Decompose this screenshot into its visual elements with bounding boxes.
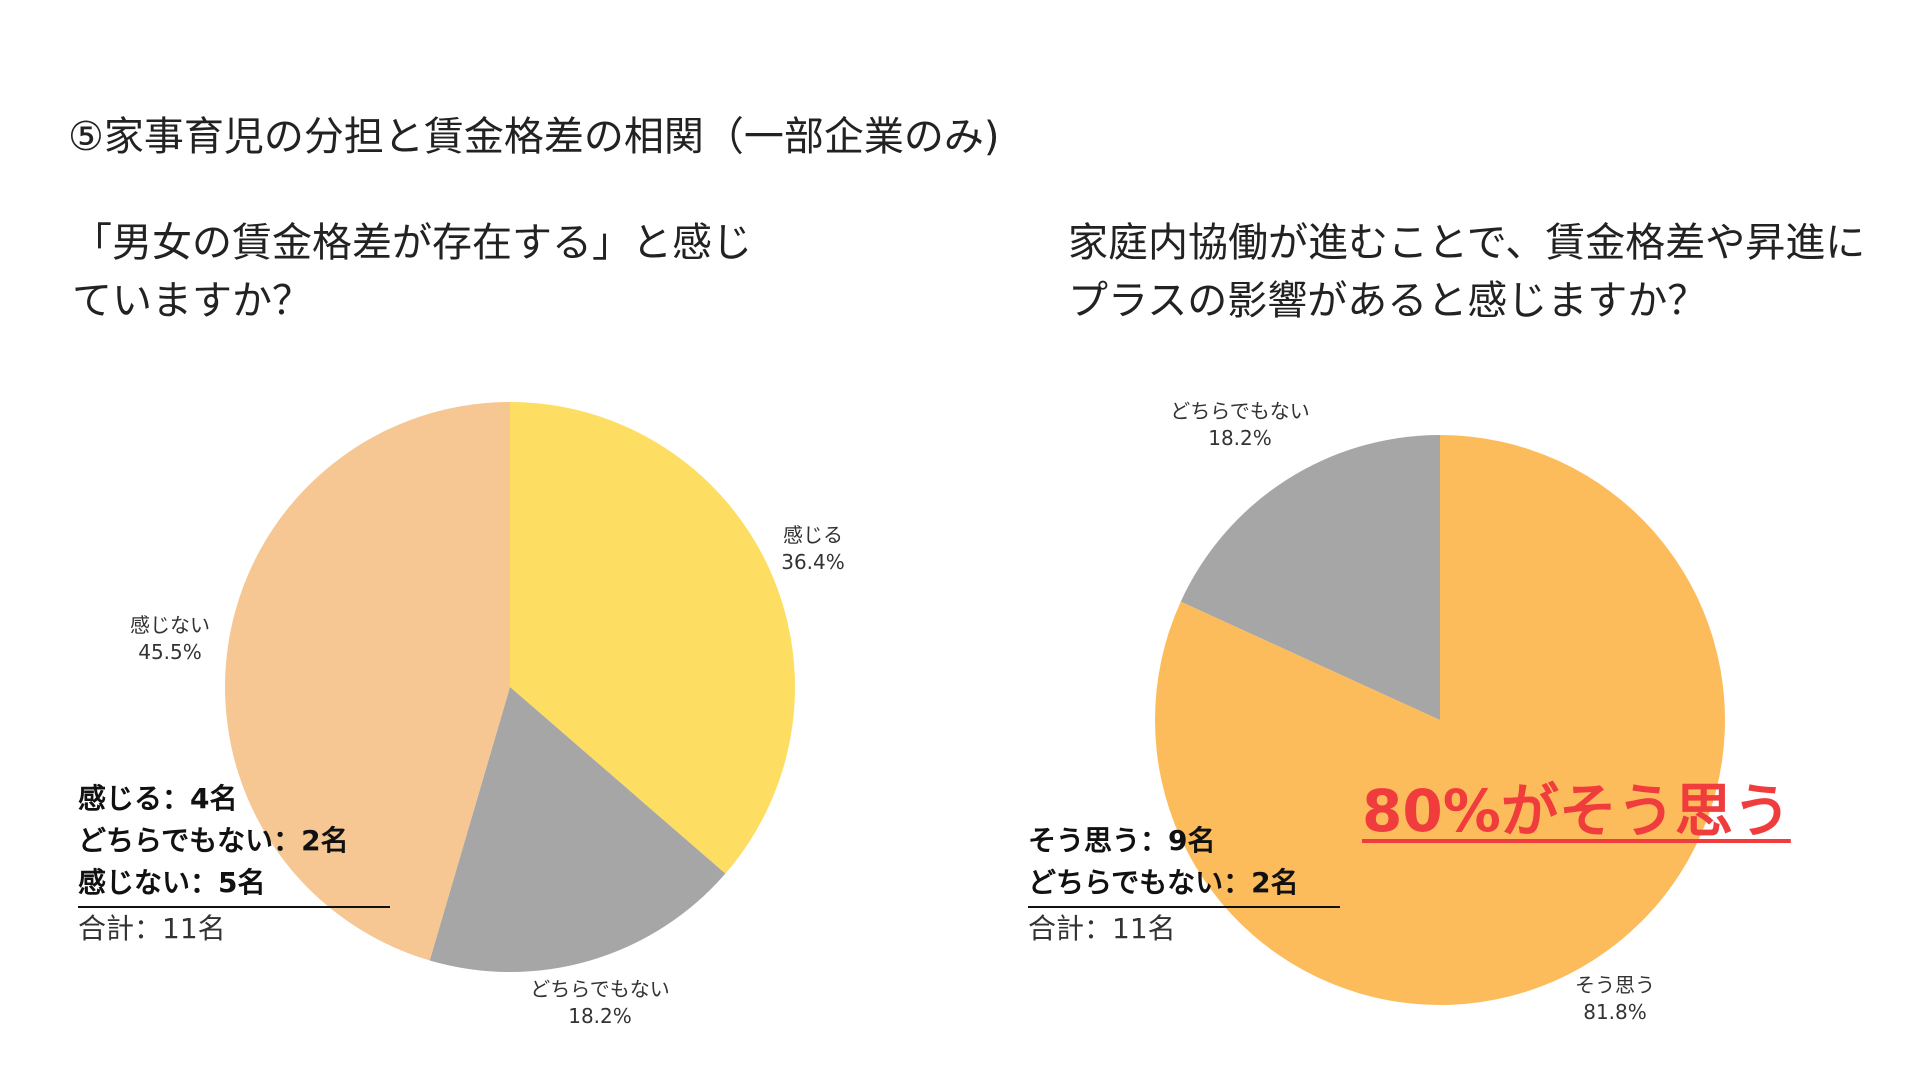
- left-slice-name-dochira: どちらでもない: [530, 977, 670, 1001]
- left-slice-name-kanjinai: 感じない: [130, 613, 210, 637]
- left-summary-line-2: どちらでもない：2名: [78, 824, 349, 857]
- left-pie-slice-0: [510, 402, 795, 874]
- right-slice-label-dochira: どちらでもない 18.2%: [1150, 398, 1330, 452]
- right-slice-label-sou: そう思う 81.8%: [1560, 972, 1670, 1026]
- left-question: 「男女の賃金格差が存在する」と感じていますか？: [72, 220, 752, 324]
- left-slice-pct-dochira: 18.2%: [568, 1004, 632, 1028]
- left-slice-label-dochira: どちらでもない 18.2%: [510, 976, 690, 1030]
- left-summary-total: 合計：11名: [78, 912, 226, 945]
- left-summary: 感じる：4名 どちらでもない：2名 感じない：5名 合計：11名: [78, 778, 390, 950]
- left-summary-line-1: 感じる：4名: [78, 782, 238, 815]
- right-slice-pct-dochira: 18.2%: [1208, 426, 1272, 450]
- right-pie-slice-0: [1154, 435, 1725, 1005]
- left-slice-name-kanjiru: 感じる: [783, 523, 843, 547]
- right-summary: そう思う：9名 どちらでもない：2名 合計：11名: [1028, 820, 1340, 950]
- right-summary-line-1: そう思う：9名: [1028, 824, 1216, 857]
- right-slice-name-dochira: どちらでもない: [1170, 399, 1310, 423]
- right-summary-total: 合計：11名: [1028, 912, 1176, 945]
- right-slice-name-sou: そう思う: [1575, 973, 1655, 997]
- left-pie-slice-2: [224, 402, 510, 961]
- left-slice-label-kanjiru: 感じる 36.4%: [758, 522, 868, 576]
- right-pie-slice-1: [1180, 435, 1440, 720]
- left-summary-line-3: 感じない：5名: [78, 866, 266, 899]
- right-question: 家庭内協働が進むことで、賃金格差や昇進にプラスの影響があると感じますか？: [1068, 220, 1866, 324]
- right-summary-divider: [1028, 906, 1340, 908]
- right-slice-pct-sou: 81.8%: [1583, 1000, 1647, 1024]
- left-slice-pct-kanjinai: 45.5%: [138, 640, 202, 664]
- left-summary-divider: [78, 906, 390, 908]
- slide-title: ⑤家事育児の分担と賃金格差の相関（一部企業のみ): [68, 114, 1000, 160]
- highlight-callout: 80%がそう思う: [1362, 777, 1791, 845]
- right-summary-line-2: どちらでもない：2名: [1028, 866, 1299, 899]
- left-slice-label-kanjinai: 感じない 45.5%: [110, 612, 230, 666]
- left-pie-slice-1: [429, 687, 726, 972]
- left-slice-pct-kanjiru: 36.4%: [781, 550, 845, 574]
